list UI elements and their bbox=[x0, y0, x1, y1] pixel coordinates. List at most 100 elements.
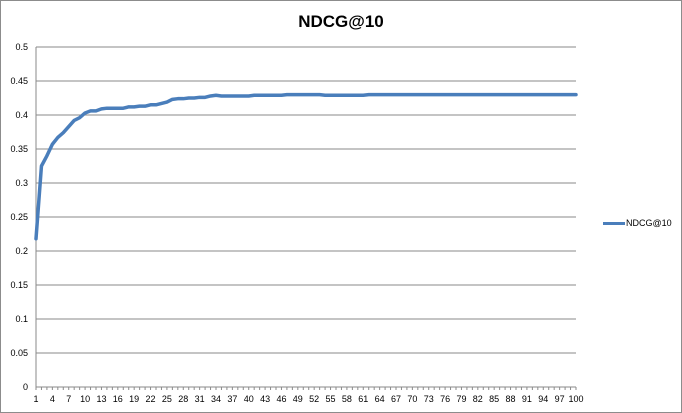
data-point bbox=[406, 94, 408, 96]
data-point bbox=[373, 94, 375, 96]
data-point bbox=[177, 98, 179, 100]
data-point bbox=[357, 94, 359, 96]
y-tick-label: 0 bbox=[23, 382, 28, 392]
x-tick-label: 10 bbox=[80, 394, 90, 404]
x-tick-label: 1 bbox=[33, 394, 38, 404]
x-tick-label: 22 bbox=[146, 394, 156, 404]
data-point bbox=[128, 106, 130, 108]
y-tick-label: 0.2 bbox=[15, 246, 28, 256]
data-point bbox=[526, 94, 528, 96]
data-point bbox=[35, 238, 37, 240]
data-point bbox=[329, 94, 332, 96]
data-point bbox=[237, 95, 239, 97]
data-point bbox=[466, 94, 468, 96]
data-point bbox=[57, 136, 59, 139]
x-tick-label: 43 bbox=[260, 394, 270, 404]
data-point bbox=[188, 97, 190, 99]
data-point bbox=[444, 94, 446, 96]
y-tick-label: 0.15 bbox=[10, 280, 28, 290]
x-tick-label: 34 bbox=[211, 394, 221, 404]
chart-title: NDCG@10 bbox=[298, 12, 384, 31]
data-point bbox=[62, 132, 64, 134]
data-point bbox=[548, 94, 550, 96]
y-tick-label: 0.35 bbox=[10, 144, 28, 154]
legend-label: NDCG@10 bbox=[626, 218, 672, 228]
x-tick-label: 49 bbox=[293, 394, 303, 404]
x-tick-label: 70 bbox=[407, 394, 417, 404]
data-point bbox=[242, 95, 244, 97]
data-point bbox=[313, 94, 315, 96]
data-point bbox=[231, 95, 233, 97]
data-point bbox=[160, 102, 163, 105]
data-point bbox=[84, 112, 86, 114]
y-tick-label: 0.25 bbox=[10, 212, 28, 222]
x-tick-label: 67 bbox=[391, 394, 401, 404]
y-tick-label: 0.05 bbox=[10, 348, 28, 358]
data-point bbox=[133, 106, 135, 108]
data-point bbox=[384, 94, 386, 96]
data-point bbox=[537, 94, 539, 96]
data-point bbox=[269, 94, 272, 96]
y-tick-label: 0.3 bbox=[15, 178, 28, 188]
data-point bbox=[368, 94, 370, 96]
data-point bbox=[346, 94, 348, 96]
data-point bbox=[488, 94, 490, 96]
data-point bbox=[324, 94, 326, 96]
data-point bbox=[449, 94, 452, 96]
y-tick-label: 0.45 bbox=[10, 76, 28, 86]
data-point bbox=[509, 94, 512, 96]
x-tick-label: 94 bbox=[538, 394, 548, 404]
data-point bbox=[199, 96, 201, 98]
data-point bbox=[204, 96, 206, 98]
data-point bbox=[226, 95, 228, 97]
data-point bbox=[40, 165, 43, 167]
data-point bbox=[155, 104, 157, 106]
x-tick-label: 37 bbox=[227, 394, 237, 404]
y-tick-label: 0.1 bbox=[15, 314, 28, 324]
data-point bbox=[460, 94, 463, 96]
data-point bbox=[515, 94, 517, 96]
y-tick-label: 0.5 bbox=[15, 42, 28, 52]
x-tick-label: 7 bbox=[66, 394, 71, 404]
data-point bbox=[111, 107, 113, 109]
data-point bbox=[531, 94, 533, 96]
data-point bbox=[482, 94, 484, 96]
data-point bbox=[335, 94, 337, 96]
data-point bbox=[51, 143, 53, 145]
data-point bbox=[302, 94, 304, 96]
data-point bbox=[400, 94, 403, 96]
data-point bbox=[253, 94, 255, 96]
data-point bbox=[362, 94, 364, 96]
data-point bbox=[68, 125, 70, 128]
x-tick-label: 97 bbox=[555, 394, 565, 404]
x-tick-label: 58 bbox=[342, 394, 352, 404]
data-point bbox=[139, 105, 141, 107]
data-point bbox=[286, 94, 288, 96]
data-point bbox=[259, 94, 261, 96]
x-tick-label: 4 bbox=[50, 394, 55, 404]
x-tick-label: 40 bbox=[244, 394, 254, 404]
data-point bbox=[499, 94, 501, 96]
legend-swatch bbox=[603, 221, 625, 225]
data-point bbox=[182, 98, 184, 100]
data-point bbox=[46, 155, 48, 157]
data-point bbox=[117, 107, 119, 109]
x-tick-label: 100 bbox=[568, 394, 583, 404]
data-point bbox=[297, 94, 299, 96]
x-tick-label: 79 bbox=[456, 394, 466, 404]
data-point bbox=[220, 95, 223, 97]
data-point bbox=[144, 105, 146, 107]
data-point bbox=[493, 94, 495, 96]
x-tick-label: 52 bbox=[309, 394, 319, 404]
x-tick-label: 31 bbox=[195, 394, 205, 404]
data-point bbox=[215, 94, 217, 96]
data-point bbox=[149, 104, 152, 106]
data-point bbox=[89, 110, 92, 112]
data-point bbox=[395, 94, 397, 96]
data-point bbox=[291, 94, 293, 96]
data-point bbox=[340, 94, 343, 96]
data-point bbox=[471, 94, 473, 96]
data-point bbox=[166, 101, 168, 103]
data-point bbox=[351, 94, 353, 96]
